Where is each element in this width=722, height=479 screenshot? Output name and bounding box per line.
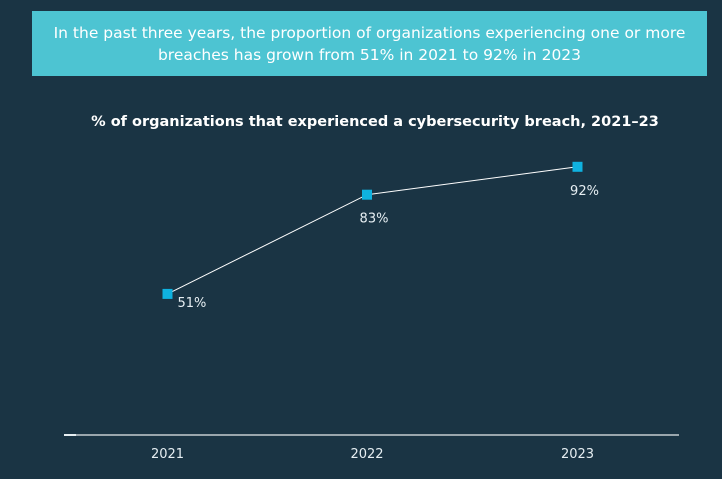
headline-banner: In the past three years, the proportion …: [32, 11, 707, 76]
x-tick-label-2023: 2023: [561, 447, 594, 462]
headline-text: In the past three years, the proportion …: [53, 23, 686, 64]
series-layer: 51% 83% 92%: [162, 161, 599, 311]
data-point-marker-2021: [162, 288, 173, 299]
data-label-2023: 92%: [570, 184, 599, 199]
series-line: [167, 166, 578, 295]
data-point-marker-2022: [362, 189, 372, 200]
data-label-2021: 51%: [178, 296, 207, 311]
chart-title: % of organizations that experienced a cy…: [91, 114, 659, 130]
x-tick-labels: 2021 2022 2023: [151, 447, 594, 462]
x-tick-label-2021: 2021: [151, 447, 184, 462]
x-tick-label-2022: 2022: [350, 447, 383, 462]
data-label-2022: 83%: [360, 212, 389, 227]
data-point-marker-2023: [572, 161, 583, 172]
